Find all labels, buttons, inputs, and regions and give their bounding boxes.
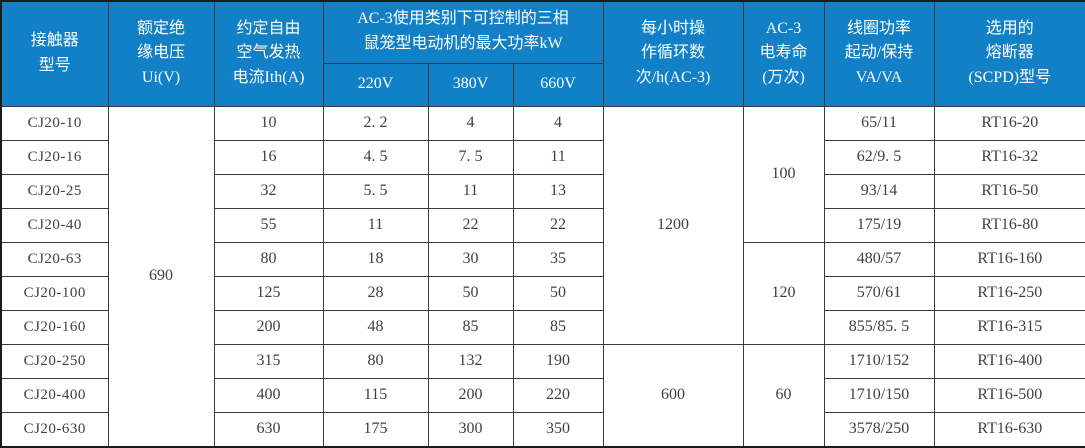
kw660-cell: 22 xyxy=(512,207,604,243)
ith-cell: 315 xyxy=(213,343,324,379)
table-row: CJ20-10 690 10 2. 2 4 4 1200 100 65/11 R… xyxy=(0,105,1085,447)
kw220-cell: 11 xyxy=(322,207,429,243)
cycles-cell: 1200 xyxy=(602,105,744,345)
kw660-cell: 220 xyxy=(512,377,604,413)
header-coil-power: 线圈功率 起动/保持 VA/VA xyxy=(823,0,935,107)
header-660v: 660V xyxy=(512,62,604,107)
fuse-cell: RT16-50 xyxy=(933,173,1085,209)
kw380-cell: 300 xyxy=(427,411,514,447)
ith-cell: 630 xyxy=(213,411,324,447)
model-cell: CJ20-160 xyxy=(0,309,109,345)
model-cell: CJ20-630 xyxy=(0,411,109,447)
coil-cell: 3578/250 xyxy=(823,411,935,447)
model-cell: CJ20-25 xyxy=(0,173,109,209)
ith-cell: 10 xyxy=(213,105,324,141)
ith-cell: 80 xyxy=(213,241,324,277)
header-ac3-power-group: AC-3使用类别下可控制的三相 鼠笼型电动机的最大功率kW xyxy=(322,0,604,64)
fuse-cell: RT16-500 xyxy=(933,377,1085,413)
fuse-cell: RT16-160 xyxy=(933,241,1085,277)
fuse-cell: RT16-250 xyxy=(933,275,1085,311)
coil-cell: 1710/152 xyxy=(823,343,935,379)
kw660-cell: 4 xyxy=(512,105,604,141)
fuse-cell: RT16-315 xyxy=(933,309,1085,345)
life-cell: 60 xyxy=(742,343,825,447)
ith-cell: 55 xyxy=(213,207,324,243)
kw380-cell: 200 xyxy=(427,377,514,413)
table-row: CJ20-400 400 115 200 220 1710/150 RT16-5… xyxy=(0,377,1085,413)
coil-cell: 855/85. 5 xyxy=(823,309,935,345)
kw220-cell: 2. 2 xyxy=(322,105,429,141)
coil-cell: 65/11 xyxy=(823,105,935,141)
model-cell: CJ20-100 xyxy=(0,275,109,311)
header-model: 接触器 型号 xyxy=(0,0,109,107)
fuse-cell: RT16-20 xyxy=(933,105,1085,141)
kw660-cell: 35 xyxy=(512,241,604,277)
model-cell: CJ20-40 xyxy=(0,207,109,243)
kw380-cell: 11 xyxy=(427,173,514,209)
table-row: CJ20-16 16 4. 5 7. 5 11 62/9. 5 RT16-32 xyxy=(0,139,1085,175)
model-cell: CJ20-16 xyxy=(0,139,109,175)
model-cell: CJ20-63 xyxy=(0,241,109,277)
kw660-cell: 85 xyxy=(512,309,604,345)
kw660-cell: 13 xyxy=(512,173,604,209)
coil-cell: 1710/150 xyxy=(823,377,935,413)
kw380-cell: 85 xyxy=(427,309,514,345)
header-thermal-current: 约定自由 空气发热 电流Ith(A) xyxy=(213,0,324,107)
model-cell: CJ20-10 xyxy=(0,105,109,141)
kw380-cell: 22 xyxy=(427,207,514,243)
table-body: CJ20-10 690 10 2. 2 4 4 1200 100 65/11 R… xyxy=(0,105,1085,447)
model-cell: CJ20-400 xyxy=(0,377,109,413)
header-380v: 380V xyxy=(427,62,514,107)
header-insulation-voltage: 额定绝 缘电压 Ui(V) xyxy=(107,0,215,107)
kw660-cell: 350 xyxy=(512,411,604,447)
coil-cell: 570/61 xyxy=(823,275,935,311)
kw220-cell: 28 xyxy=(322,275,429,311)
fuse-cell: RT16-80 xyxy=(933,207,1085,243)
kw220-cell: 48 xyxy=(322,309,429,345)
kw660-cell: 50 xyxy=(512,275,604,311)
kw220-cell: 175 xyxy=(322,411,429,447)
coil-cell: 62/9. 5 xyxy=(823,139,935,175)
coil-cell: 93/14 xyxy=(823,173,935,209)
table-row: CJ20-40 55 11 22 22 175/19 RT16-80 xyxy=(0,207,1085,243)
coil-cell: 175/19 xyxy=(823,207,935,243)
coil-cell: 480/57 xyxy=(823,241,935,277)
kw660-cell: 11 xyxy=(512,139,604,175)
kw380-cell: 30 xyxy=(427,241,514,277)
ith-cell: 16 xyxy=(213,139,324,175)
fuse-cell: RT16-400 xyxy=(933,343,1085,379)
table-row: CJ20-25 32 5. 5 11 13 93/14 RT16-50 xyxy=(0,173,1085,209)
insulation-voltage-cell: 690 xyxy=(107,105,215,447)
ith-cell: 400 xyxy=(213,377,324,413)
ith-cell: 125 xyxy=(213,275,324,311)
ith-cell: 32 xyxy=(213,173,324,209)
table-row: CJ20-160 200 48 85 85 855/85. 5 RT16-315 xyxy=(0,309,1085,345)
cycles-cell: 600 xyxy=(602,343,744,447)
fuse-cell: RT16-32 xyxy=(933,139,1085,175)
life-cell: 120 xyxy=(742,241,825,345)
kw220-cell: 115 xyxy=(322,377,429,413)
kw220-cell: 4. 5 xyxy=(322,139,429,175)
ith-cell: 200 xyxy=(213,309,324,345)
kw380-cell: 50 xyxy=(427,275,514,311)
kw660-cell: 190 xyxy=(512,343,604,379)
model-cell: CJ20-250 xyxy=(0,343,109,379)
fuse-cell: RT16-630 xyxy=(933,411,1085,447)
kw380-cell: 7. 5 xyxy=(427,139,514,175)
kw220-cell: 80 xyxy=(322,343,429,379)
header-cycles-per-hour: 每小时操 作循环数 次/h(AC-3) xyxy=(602,0,744,107)
kw220-cell: 5. 5 xyxy=(322,173,429,209)
life-cell: 100 xyxy=(742,105,825,243)
header-ac3-life: AC-3 电寿命 (万次) xyxy=(742,0,825,107)
kw220-cell: 18 xyxy=(322,241,429,277)
kw380-cell: 132 xyxy=(427,343,514,379)
header-fuse: 选用的 熔断器 (SCPD)型号 xyxy=(933,0,1085,107)
table-header: 接触器 型号 额定绝 缘电压 Ui(V) 约定自由 空气发热 电流Ith(A) … xyxy=(0,0,1085,107)
header-220v: 220V xyxy=(322,62,429,107)
kw380-cell: 4 xyxy=(427,105,514,141)
